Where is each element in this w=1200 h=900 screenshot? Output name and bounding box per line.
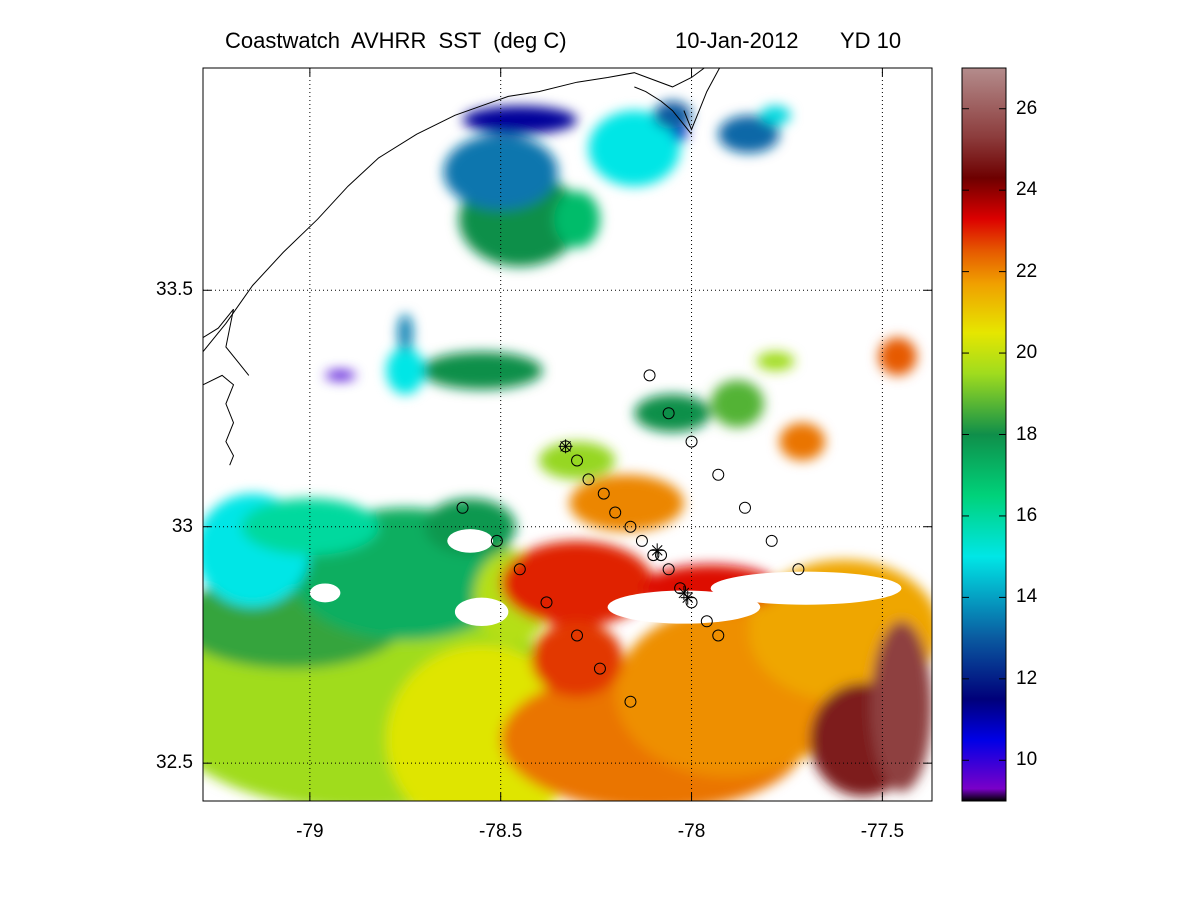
sst-patch — [718, 115, 780, 154]
map-ticks — [203, 68, 932, 801]
colorbar-tick-label: 12 — [1016, 667, 1038, 689]
station-circle — [647, 549, 660, 562]
station-circle — [597, 487, 610, 500]
coastline-segment — [203, 308, 250, 376]
station-circle — [662, 563, 675, 576]
station-circle — [655, 549, 668, 562]
station-circle — [540, 596, 553, 609]
colorbar-tick-label: 24 — [1016, 179, 1038, 201]
station-circle — [609, 506, 622, 519]
x-tick-label: -77.5 — [860, 821, 905, 842]
station-circle — [685, 435, 698, 448]
sst-patch — [756, 351, 795, 371]
cloud-gap — [454, 597, 509, 627]
station-circle — [792, 563, 805, 576]
sst-patch — [397, 313, 413, 352]
sst-patch — [588, 110, 681, 187]
map-frame — [202, 67, 933, 802]
coastline-segment — [203, 68, 706, 353]
sst-patch — [462, 105, 578, 135]
figure-date: 10-Jan-2012 — [675, 28, 799, 53]
sst-patch — [386, 347, 425, 395]
station-circle — [593, 662, 606, 675]
figure-title: Coastwatch AVHRR SST (deg C) — [225, 28, 567, 53]
station-circle — [624, 695, 637, 708]
station-circle — [624, 520, 637, 533]
cloud-gap — [309, 583, 341, 603]
map-grid — [203, 68, 932, 801]
colorbar-ticks — [962, 108, 1006, 761]
station-circle — [635, 534, 648, 547]
station-circle — [712, 468, 725, 481]
coastline-segment — [634, 86, 692, 135]
coastline-segment — [683, 68, 721, 131]
y-tick-label: 32.5 — [156, 752, 193, 774]
y-tick-label: 33 — [171, 515, 193, 537]
x-tick-label: -78.5 — [479, 821, 523, 842]
cloud-gap — [607, 590, 761, 624]
colorbar-tick-label: 14 — [1016, 586, 1038, 608]
sst-patch — [672, 127, 688, 142]
station-circle — [685, 596, 698, 609]
sst-field — [203, 101, 932, 801]
sst-patch — [554, 190, 600, 248]
station-circle — [490, 534, 503, 547]
station-circle — [456, 501, 469, 514]
station-circle — [571, 454, 584, 467]
station-circle — [662, 407, 675, 420]
sst-patch — [538, 441, 616, 480]
coastline — [203, 68, 721, 466]
station-circle — [765, 534, 778, 547]
colorbar-tick-label: 26 — [1016, 97, 1038, 119]
colorbar-tick-label: 10 — [1016, 749, 1038, 771]
sst-blob-group — [203, 101, 932, 801]
station-circle — [571, 629, 584, 642]
station-star — [558, 439, 573, 454]
cloud-gap — [447, 529, 494, 553]
sst-patch — [424, 498, 516, 556]
coastline-segment — [203, 374, 235, 466]
sst-patch — [870, 621, 932, 792]
sst-patch — [531, 621, 623, 697]
station-circle — [738, 501, 751, 514]
station-circle — [700, 615, 713, 628]
sst-patch — [779, 422, 826, 461]
sst-patch — [241, 498, 379, 556]
colorbar-tick-label: 16 — [1016, 504, 1038, 526]
station-circle — [712, 629, 725, 642]
station-circle — [674, 582, 687, 595]
sst-patch — [710, 380, 765, 428]
x-tick-label: -78 — [677, 821, 706, 842]
sst-patch — [634, 394, 711, 433]
station-circle — [582, 473, 595, 486]
cloud-gaps — [309, 529, 902, 627]
sst-patch — [420, 351, 543, 390]
station-markers — [456, 369, 805, 708]
station-circle — [643, 369, 656, 382]
y-tick-label: 33.5 — [156, 279, 193, 301]
station-circle — [513, 563, 526, 576]
sst-patch — [760, 105, 791, 125]
sst-patch — [569, 474, 684, 532]
x-tick-label: -79 — [296, 821, 324, 842]
station-star — [680, 590, 695, 605]
colorbar-tick-label: 22 — [1016, 260, 1038, 282]
figure-yearday: YD 10 — [840, 28, 902, 53]
colorbar — [961, 67, 1007, 802]
station-star — [650, 543, 665, 558]
sst-patch — [878, 337, 917, 376]
colorbar-tick-label: 18 — [1016, 423, 1038, 445]
sst-patch — [325, 370, 356, 381]
colorbar-tick-label: 20 — [1016, 342, 1038, 364]
cloud-gap — [710, 571, 902, 605]
